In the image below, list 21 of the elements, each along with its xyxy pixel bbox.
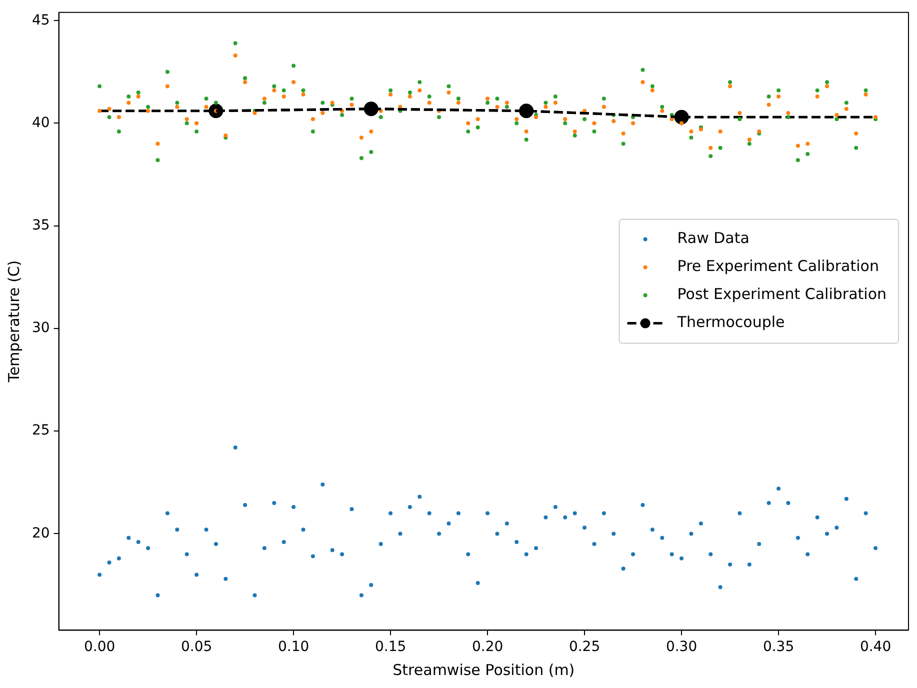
legend-label: Post Experiment Calibration xyxy=(677,285,886,304)
y-axis-title: Temperature (C) xyxy=(4,260,23,384)
x-axis-title: Streamwise Position (m) xyxy=(392,660,575,679)
x-tick-label: 0.25 xyxy=(568,639,600,656)
x-tick-label: 0.20 xyxy=(472,639,504,656)
legend-label: Raw Data xyxy=(677,229,750,248)
x-tick-label: 0.15 xyxy=(374,639,406,656)
x-tick-label: 0.05 xyxy=(180,639,212,656)
y-tick-label: 30 xyxy=(32,320,50,336)
y-tick-label: 45 xyxy=(32,12,50,28)
y-tick-label: 20 xyxy=(32,525,50,542)
x-tick-label: 0.10 xyxy=(278,639,310,656)
legend-label: Thermocouple xyxy=(676,313,785,332)
y-tick-label: 35 xyxy=(32,218,50,234)
legend-label: Pre Experiment Calibration xyxy=(677,257,879,276)
y-tick-label: 40 xyxy=(32,114,50,131)
y-tick-label: 25 xyxy=(32,422,50,439)
x-tick-label: 0.00 xyxy=(84,639,116,656)
x-tick-label: 0.30 xyxy=(666,639,698,656)
x-tick-label: 0.35 xyxy=(762,639,794,656)
x-tick-label: 0.40 xyxy=(860,639,892,656)
